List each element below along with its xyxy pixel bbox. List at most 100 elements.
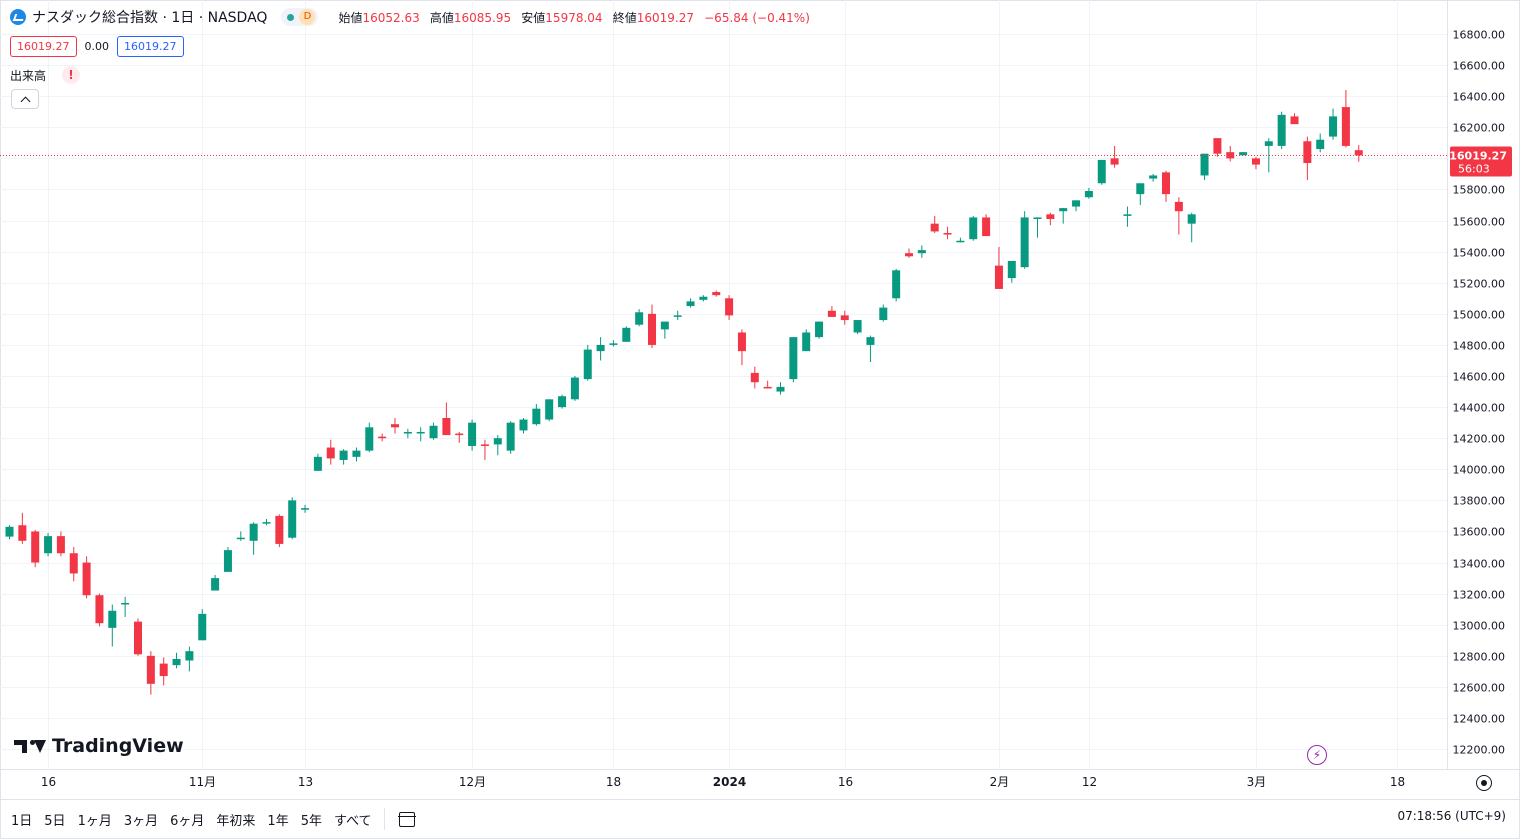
tradingview-wordmark: TradingView (52, 735, 184, 757)
candle-body (1059, 208, 1068, 212)
x-tick-label: 12 (1082, 775, 1097, 789)
last-price-value: 16019.27 (1449, 150, 1507, 163)
close-label: 終値 (612, 10, 637, 25)
buy-button[interactable]: 16019.27 (117, 36, 184, 57)
candle-body (416, 431, 425, 434)
candle-body (468, 422, 477, 446)
candle-body (236, 537, 245, 540)
candle-body (982, 217, 991, 237)
y-tick-label: 13200.00 (1453, 589, 1506, 602)
sell-button[interactable]: 16019.27 (10, 36, 77, 57)
candle-body (802, 332, 811, 352)
candle-body (776, 386, 785, 392)
symbol-title[interactable]: ナスダック総合指数 · 1日 · NASDAQ (32, 10, 268, 26)
range-1d[interactable]: 1日 (11, 813, 33, 829)
x-tick-label: 18 (606, 775, 621, 789)
candle-body (480, 444, 489, 446)
toolbar-divider (383, 808, 385, 830)
timezone-clock[interactable]: 07:18:56 (UTC+9) (1397, 809, 1506, 823)
candle-body (506, 422, 515, 451)
candle-body (763, 386, 772, 389)
candle-body (532, 408, 541, 425)
x-tick-label: 16 (41, 775, 56, 789)
high-label: 高値 (429, 10, 454, 25)
x-tick-label: 18 (1390, 775, 1405, 789)
range-1y[interactable]: 1年 (267, 813, 289, 829)
candle-body (943, 232, 952, 235)
candle-body (1290, 116, 1299, 125)
candle-body (596, 344, 605, 352)
candle-body (44, 536, 53, 554)
tradingview-logo: TradingView (14, 735, 184, 757)
x-tick-label: 2月 (990, 775, 1010, 789)
y-tick-label: 12400.00 (1453, 713, 1506, 726)
y-tick-label: 16600.00 (1453, 60, 1506, 73)
open-label: 始値 (338, 10, 363, 25)
candle-body (840, 315, 849, 321)
range-5d[interactable]: 5日 (44, 813, 66, 829)
candle-body (609, 343, 618, 345)
candle-body (1341, 107, 1350, 146)
candle-body (1239, 152, 1248, 156)
x-tick-label: 3月 (1247, 775, 1267, 789)
candle-body (1033, 217, 1042, 219)
ohlc-values: 始値16052.63 高値16085.95 安値15978.04 終値16019… (332, 9, 809, 26)
candle-body (879, 307, 888, 321)
candle-body (429, 425, 438, 439)
candle-body (1264, 141, 1273, 146)
symbol-logo-icon (10, 9, 26, 25)
candle-body (648, 313, 656, 345)
range-ytd[interactable]: 年初来 (216, 813, 256, 829)
candle-body (223, 550, 232, 572)
high-value: 16085.95 (453, 10, 512, 25)
candle-body (121, 602, 130, 605)
change-value: −65.84 (−0.41%) (704, 10, 810, 25)
range-all[interactable]: すべて (333, 813, 372, 829)
candle-body (1007, 260, 1016, 279)
candle-body (660, 321, 669, 330)
candle-body (185, 651, 194, 661)
legend-header: ナスダック総合指数 · 1日 · NASDAQ D 始値16052.63 高値1… (10, 6, 810, 28)
goto-date-calendar-icon[interactable] (397, 811, 416, 827)
candle-body (1329, 116, 1338, 137)
collapse-legend-button[interactable] (11, 89, 39, 109)
lightning-icon[interactable]: ⚡ (1307, 745, 1327, 765)
candle-body (493, 438, 502, 445)
warning-icon[interactable]: ! (62, 66, 81, 84)
candle-body (288, 500, 297, 538)
settings-gear-icon[interactable] (1476, 775, 1492, 791)
candle-body (95, 595, 104, 624)
candle-body (1303, 141, 1312, 164)
candle-body (146, 655, 155, 684)
candle-body (558, 396, 567, 408)
candle-body (1084, 191, 1093, 198)
y-tick-label: 14800.00 (1453, 340, 1506, 353)
range-6m[interactable]: 6ヶ月 (170, 813, 205, 829)
volume-indicator-row[interactable]: 出来高 ! (10, 66, 81, 84)
candle-body (108, 610, 117, 628)
candle-body (789, 337, 798, 380)
range-3m[interactable]: 3ヶ月 (123, 813, 159, 829)
candle-body (442, 417, 451, 436)
candle-body (326, 447, 335, 459)
market-open-dot-icon (287, 13, 295, 21)
candle-body (737, 332, 746, 352)
candle-body (31, 531, 40, 563)
candle-body (1136, 183, 1145, 195)
y-tick-label: 13800.00 (1453, 495, 1506, 508)
volume-label: 出来高 (10, 68, 47, 83)
open-value: 16052.63 (362, 10, 420, 25)
y-tick-label: 14600.00 (1453, 371, 1506, 384)
y-tick-label: 16800.00 (1453, 29, 1506, 42)
range-selector: 1日 5日 1ヶ月 3ヶ月 6ヶ月 年初来 1年 5年 すべて (11, 808, 416, 830)
candle-body (69, 553, 78, 574)
range-5y[interactable]: 5年 (300, 813, 322, 829)
candle-body (1149, 175, 1158, 179)
market-status-pill[interactable]: D (281, 8, 319, 26)
x-tick-label: 16 (838, 775, 853, 789)
range-1m[interactable]: 1ヶ月 (77, 813, 112, 829)
candle-body (1200, 153, 1209, 176)
candle-body (1187, 214, 1196, 224)
candle-body (82, 562, 91, 596)
